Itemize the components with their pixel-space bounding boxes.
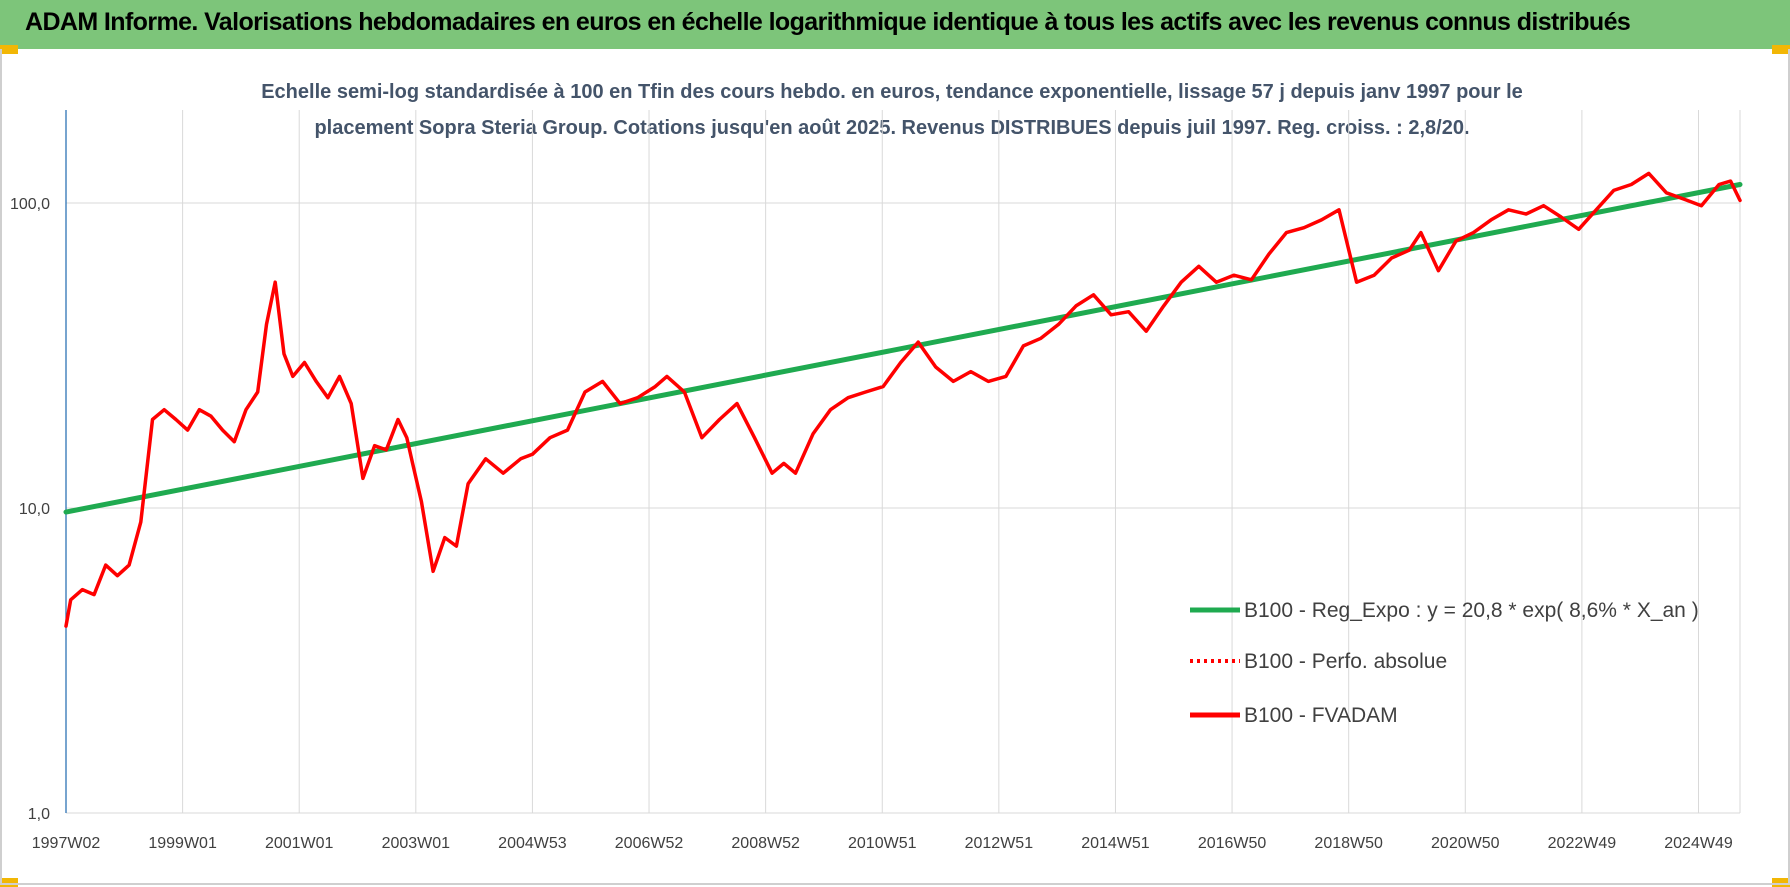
chart-frame (0, 49, 1790, 885)
x-tick-label: 2001W01 (265, 835, 334, 852)
x-tick-label: 2008W52 (731, 835, 800, 852)
corner-marker-bottom-left (0, 878, 18, 887)
series-line-regression (63, 181, 1743, 515)
x-tick-label: 2003W01 (382, 835, 451, 852)
legend-label-regression: B100 - Reg_Expo : y = 20,8 * exp( 8,6% *… (1244, 599, 1699, 622)
x-tick-label: 2010W51 (848, 835, 917, 852)
corner-marker-left (0, 45, 18, 54)
x-tick-label: 2020W50 (1431, 835, 1500, 852)
series-line-fvadam (64, 171, 1742, 628)
x-tick-label: 2024W49 (1664, 835, 1733, 852)
x-tick-label: 2012W51 (965, 835, 1034, 852)
x-tick-label: 2004W53 (498, 835, 567, 852)
x-tick-label: 2018W50 (1314, 835, 1383, 852)
title-banner: ADAM Informe. Valorisations hebdomadaire… (0, 0, 1790, 49)
page-title: ADAM Informe. Valorisations hebdomadaire… (25, 8, 1631, 36)
series-layer (63, 171, 1743, 628)
chart-subtitle-line-1: Echelle semi-log standardisée à 100 en T… (261, 81, 1523, 103)
y-tick-label: 1,0 (28, 806, 50, 823)
x-tick-label: 2014W51 (1081, 835, 1150, 852)
corner-marker-right (1772, 45, 1790, 54)
x-tick-label: 1997W02 (32, 835, 101, 852)
x-tick-label: 2006W52 (615, 835, 684, 852)
x-axis: 1997W02 1999W01 2001W01 2003W01 2004W53 2006W… (32, 835, 1733, 852)
x-tick-label: 2016W50 (1198, 835, 1267, 852)
y-tick-label: 100,0 (10, 196, 50, 213)
legend-label-fvadam: B100 - FVADAM (1244, 704, 1398, 727)
legend: B100 - Reg_Expo : y = 20,8 * exp( 8,6% *… (1190, 599, 1699, 727)
chart-subtitle-line-2: placement Sopra Steria Group. Cotations … (314, 117, 1469, 139)
y-tick-label: 10,0 (19, 501, 50, 518)
x-tick-label: 1999W01 (148, 835, 217, 852)
y-axis: 1,0 10,0 100,0 (10, 110, 67, 823)
corner-marker-bottom-right (1772, 878, 1790, 887)
legend-label-perfo: B100 - Perfo. absolue (1244, 650, 1447, 673)
x-tick-label: 2022W49 (1548, 835, 1617, 852)
